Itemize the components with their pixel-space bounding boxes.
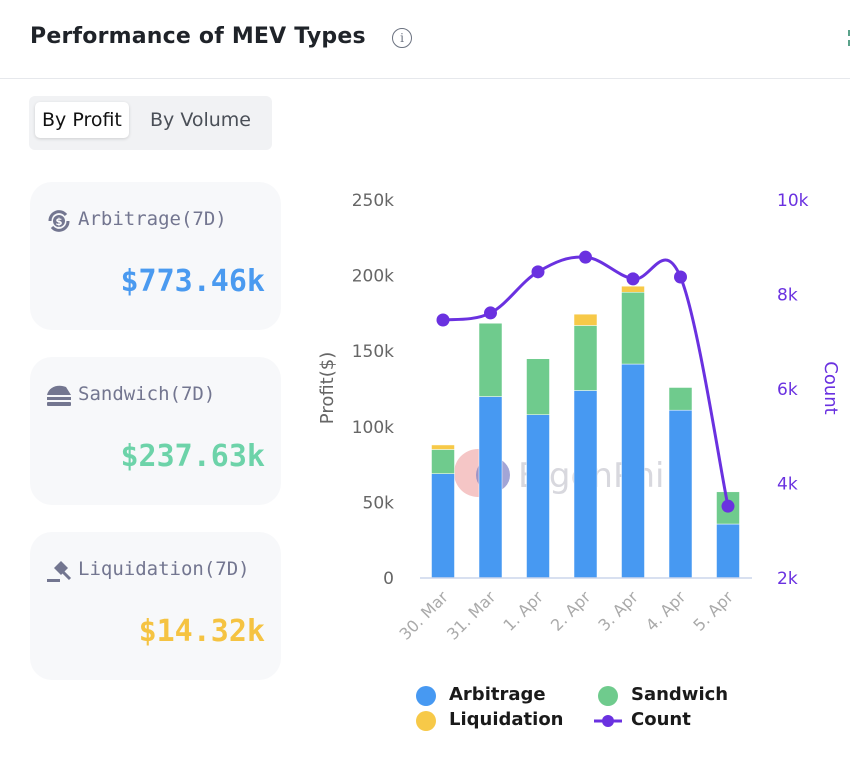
page-title: Performance of MEV Types (30, 24, 366, 49)
count-point[interactable] (721, 499, 735, 513)
sandwich-card: Sandwich(7D) $237.63k (30, 357, 281, 505)
legend-marker-icon (416, 686, 436, 706)
x-tick-label: 2. Apr (547, 587, 595, 635)
y-tick-label: 250k (352, 191, 394, 211)
sandwich-value: $237.63k (120, 439, 266, 474)
arbitrage-value: $773.46k (120, 264, 266, 299)
bar-arbitrage[interactable] (431, 473, 455, 579)
bar-arbitrage[interactable] (716, 523, 740, 579)
bar-liquidation[interactable] (431, 444, 455, 450)
bar-sandwich[interactable] (573, 325, 598, 391)
liquidation-value: $14.32k (138, 614, 265, 649)
bar-arbitrage[interactable] (573, 390, 598, 579)
count-point[interactable] (531, 265, 545, 279)
sandwich-label: Sandwich(7D) (78, 383, 216, 405)
x-tick-label: 4. Apr (642, 587, 690, 635)
x-tick-label: 1. Apr (499, 587, 547, 635)
x-tick-label: 30. Mar (395, 587, 452, 644)
y-tick-label: 150k (352, 342, 394, 362)
arbitrage-dollar-icon: $ (48, 210, 70, 232)
y2-axis-title: Count (820, 361, 841, 414)
bar-arbitrage[interactable] (526, 414, 550, 579)
legend-line-marker-icon (594, 715, 622, 727)
liquidation-card: Liquidation(7D) $14.32k (30, 532, 281, 680)
bar-sandwich[interactable] (621, 291, 645, 365)
bar-liquidation[interactable] (621, 285, 645, 293)
count-point[interactable] (626, 272, 640, 286)
y2-tick-label: 8k (777, 286, 798, 306)
x-tick-label: 3. Apr (594, 587, 642, 635)
bar-liquidation[interactable] (573, 313, 598, 326)
legend-marker-icon (598, 686, 618, 706)
edge-handle-icon (848, 40, 850, 46)
edge-handle-icon (848, 30, 850, 36)
arbitrage-label: Arbitrage(7D) (78, 208, 227, 230)
metric-toggle: By Profit By Volume (29, 96, 272, 150)
svg-text:$: $ (56, 217, 63, 228)
bar-arbitrage[interactable] (621, 363, 645, 579)
y2-tick-label: 10k (777, 191, 809, 211)
count-point[interactable] (484, 306, 497, 320)
count-point[interactable] (436, 313, 450, 327)
sandwich-icon (47, 385, 71, 406)
y-tick-label: 50k (363, 493, 395, 513)
panel-header: Performance of MEV Types i (0, 0, 850, 79)
y2-tick-label: 4k (777, 475, 798, 495)
chart-legend: Arbitrage Sandwich Liquidation Count (416, 684, 776, 734)
info-icon[interactable]: i (392, 28, 412, 48)
by-volume-tab[interactable]: By Volume (150, 109, 251, 131)
x-tick-label: 5. Apr (689, 587, 737, 635)
y-tick-label: 0 (383, 569, 394, 589)
legend-marker-icon (416, 711, 436, 731)
y2-tick-label: 2k (777, 569, 798, 589)
bar-sandwich[interactable] (526, 358, 550, 415)
count-point[interactable] (579, 250, 592, 264)
y2-tick-label: 6k (777, 380, 798, 400)
y-tick-label: 200k (352, 267, 394, 287)
x-tick-label: 31. Mar (443, 587, 500, 644)
count-line (442, 255, 730, 507)
bar-sandwich[interactable] (431, 449, 455, 474)
y-axis-title: Profit($) (317, 352, 338, 424)
liquidation-label: Liquidation(7D) (78, 558, 250, 580)
bar-arbitrage[interactable] (478, 396, 503, 579)
bar-sandwich[interactable] (478, 322, 503, 397)
count-point[interactable] (674, 270, 687, 284)
bar-arbitrage[interactable] (668, 409, 693, 579)
arbitrage-card: $ Arbitrage(7D) $773.46k (30, 182, 281, 330)
bar-sandwich[interactable] (668, 387, 693, 411)
gavel-icon (47, 561, 72, 582)
by-profit-tab[interactable]: By Profit (35, 102, 129, 138)
y-tick-label: 100k (352, 418, 394, 438)
